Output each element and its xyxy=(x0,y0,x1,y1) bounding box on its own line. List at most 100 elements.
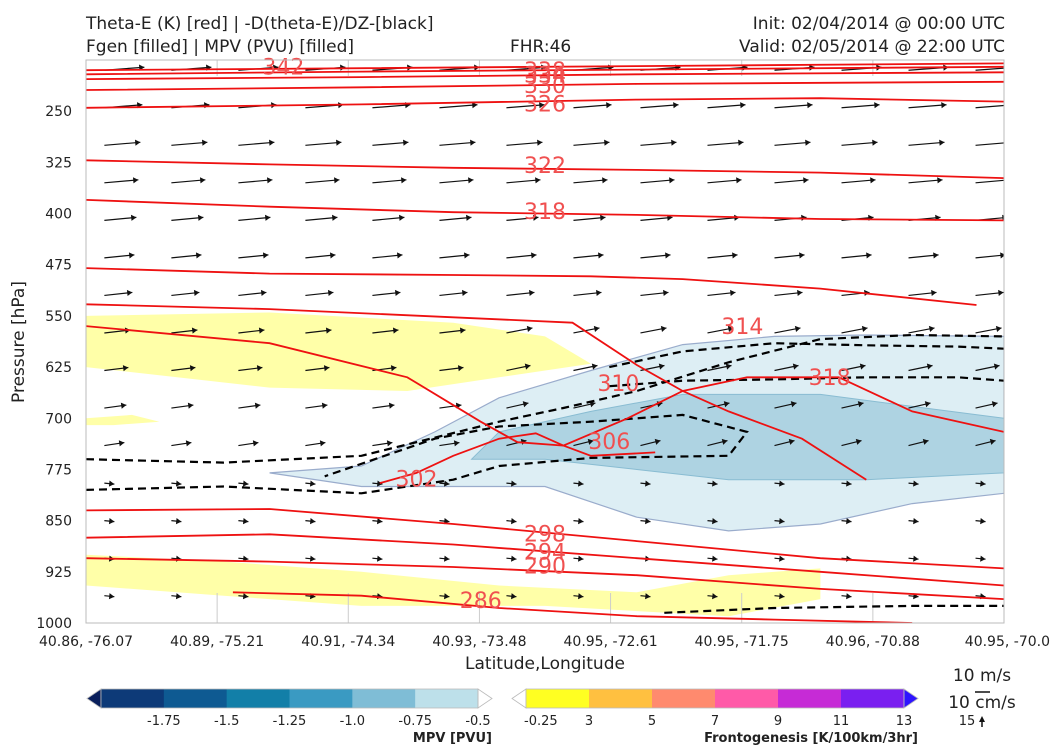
theta-e-contour-342 xyxy=(86,62,1004,72)
wind-vector-head xyxy=(989,438,996,445)
wind-vector xyxy=(573,216,606,221)
vertical-reference-arrowhead xyxy=(979,716,985,722)
colorbar-frame xyxy=(525,688,905,709)
chart-title-left-1: Theta-E (K) [red] | -D(theta-E)/DZ-[blac… xyxy=(86,14,434,34)
wind-vector-head xyxy=(256,365,263,372)
wind-vector-head xyxy=(805,139,811,146)
wind-vector-head xyxy=(199,177,206,184)
theta-e-label-330: 330 xyxy=(524,74,566,99)
wind-vector-head xyxy=(511,518,517,525)
wind-vector-head xyxy=(799,252,805,259)
colorbar-segment xyxy=(415,689,479,708)
wind-vector-head xyxy=(665,252,671,259)
wind-vector-head xyxy=(187,402,194,409)
wind-vector-head xyxy=(309,555,316,562)
theta-e-contour-294 xyxy=(86,533,1004,587)
wind-vector xyxy=(506,104,545,109)
wind-vector-head xyxy=(376,480,383,487)
neg-dthetae-dz-contour-2 xyxy=(609,342,1004,369)
colorbar-extend-high xyxy=(903,688,919,709)
wind-vector-head xyxy=(132,177,139,184)
wind-vector-head xyxy=(262,252,269,259)
theta-e-label-310: 310 xyxy=(597,372,639,397)
wind-vector-head xyxy=(511,480,517,487)
wind-vector xyxy=(841,179,876,184)
wind-vector-head xyxy=(252,440,259,447)
neg-dthetae-dz-contour-1 xyxy=(86,413,749,495)
wind-vector xyxy=(908,141,945,146)
wind-vector-head xyxy=(128,252,135,259)
wind-vector-head xyxy=(392,327,399,334)
colorbar-extend-high xyxy=(477,688,493,709)
wind-vector-head xyxy=(130,214,137,221)
wind-vector xyxy=(573,179,608,184)
wind-vector-head xyxy=(461,289,468,297)
wind-vector xyxy=(439,104,478,109)
wind-vector-head xyxy=(797,289,803,297)
wind-vector-head xyxy=(712,593,718,600)
wind-vector-head xyxy=(396,252,403,259)
wind-vector xyxy=(640,216,673,221)
wind-reference-speed: 10 m/s xyxy=(953,666,1011,686)
wind-vector-head xyxy=(870,177,876,184)
wind-vector-head xyxy=(727,325,734,332)
wind-vector xyxy=(774,179,809,184)
wind-vector-head xyxy=(604,139,610,146)
theta-e-label-306: 306 xyxy=(588,430,630,455)
fgen-region-1 xyxy=(86,414,160,426)
colorbar-segment xyxy=(352,689,416,708)
wind-vector-head xyxy=(738,139,744,146)
theta-e-contour-310 xyxy=(86,303,867,481)
x-tick-label: 40.89, -75.21 xyxy=(170,634,264,650)
colorbar-tick-label: -0.25 xyxy=(524,714,558,729)
wind-vector-head xyxy=(872,139,878,146)
wind-vector-head xyxy=(933,252,939,259)
wind-vector-head xyxy=(1006,140,1011,146)
colorbar-tick-label: -1.75 xyxy=(147,714,181,729)
wind-reference-vertical: 10 cm/s xyxy=(948,693,1016,713)
y-tick-label: 250 xyxy=(45,104,72,120)
wind-vector-head xyxy=(260,289,267,297)
wind-vector-head xyxy=(120,402,127,409)
colorbar-tick-label: 7 xyxy=(711,714,719,729)
chart-title-left-2: Fgen [filled] | MPV (PVU) [filled] xyxy=(86,37,355,57)
y-tick-label: 400 xyxy=(45,207,72,223)
wind-vector-head xyxy=(533,214,539,221)
wind-vector-head xyxy=(922,438,929,445)
fgen-region-0 xyxy=(86,312,591,391)
wind-vector xyxy=(707,141,744,146)
wind-vector-head xyxy=(511,555,517,562)
wind-vector-head xyxy=(388,402,395,409)
wind-vector-head xyxy=(390,365,397,372)
theta-e-label-298: 298 xyxy=(524,522,566,547)
plot-frame xyxy=(85,59,1005,624)
theta-e-label-318: 318 xyxy=(524,200,566,225)
wind-vector xyxy=(305,141,342,146)
theta-e-contour-338 xyxy=(86,65,1004,76)
wind-vector-head xyxy=(470,139,476,146)
wind-vector-head xyxy=(535,177,541,184)
theta-e-contour-334 xyxy=(86,71,1004,80)
wind-vector-head xyxy=(401,177,407,184)
colorbar-segment xyxy=(289,689,353,708)
theta-e-contour-286 xyxy=(232,591,913,623)
wind-vector-head xyxy=(1004,177,1009,183)
wind-vector-head xyxy=(126,289,133,297)
wind-vector-head xyxy=(185,440,192,447)
theta-e-contour-326 xyxy=(86,97,1004,109)
init-time: Init: 02/04/2014 @ 00:00 UTC xyxy=(752,14,1005,34)
fgen-colorbar-title: Frontogenesis [K/100km/3hr] xyxy=(704,731,918,746)
wind-vector-head xyxy=(937,177,943,184)
wind-vector-head xyxy=(846,593,852,600)
wind-vector xyxy=(975,142,1004,146)
wind-vector xyxy=(439,141,476,146)
wind-vector-head xyxy=(658,363,665,370)
wind-vector-head xyxy=(537,139,543,146)
wind-vector-head xyxy=(376,518,383,525)
theta-e-contours xyxy=(86,62,1004,623)
wind-vector-head xyxy=(191,327,198,334)
wind-vector-head xyxy=(1000,252,1004,259)
wind-vector xyxy=(439,179,474,184)
wind-vector-head xyxy=(939,139,945,146)
wind-vector-head xyxy=(600,214,606,221)
